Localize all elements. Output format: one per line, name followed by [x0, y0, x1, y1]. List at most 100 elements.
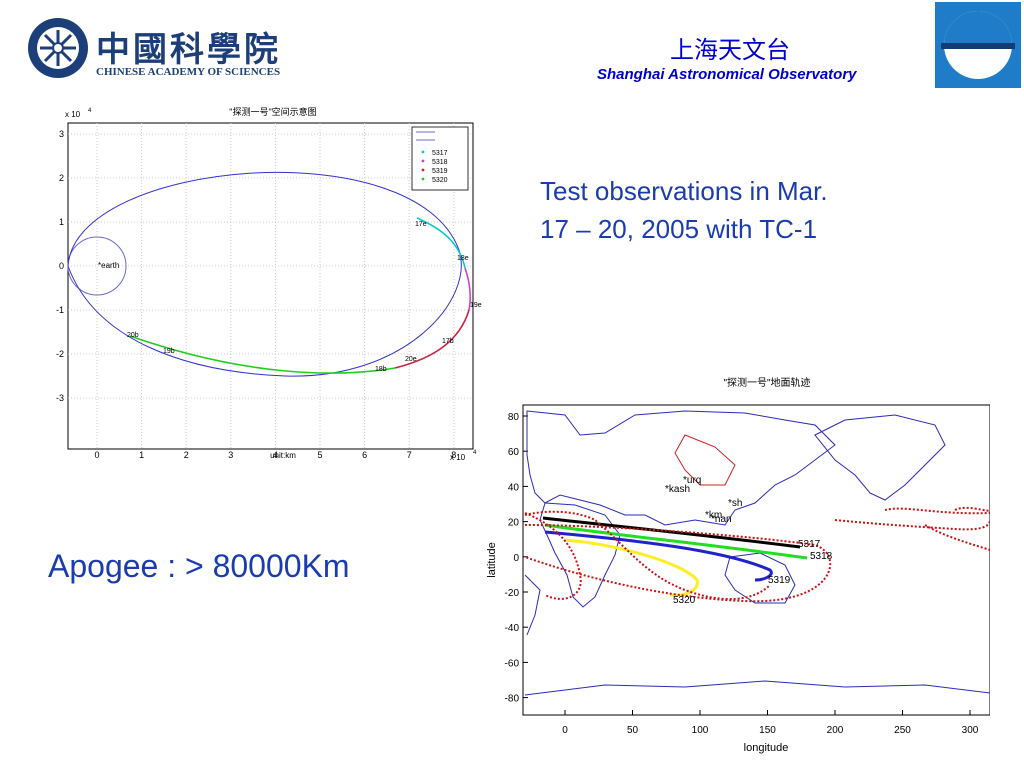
ground-track-map: "探测一号"地面轨迹 0 50 100 150 200 250 300806040200-2… [486, 376, 990, 754]
sao-logo [935, 2, 1021, 88]
legend-marker [421, 150, 425, 154]
orbit-title: "探测一号"空间示意图 [229, 106, 316, 117]
apogee-text: Apogee : > 80000Km [48, 548, 350, 584]
orbit-ytick-label: 1 [59, 217, 64, 227]
track-5319 [544, 530, 773, 582]
legend-item-5317: 5317 [432, 150, 448, 157]
map-xtick-label: 250 [894, 725, 911, 736]
orbit-ytick-label: 3 [59, 129, 64, 139]
cas-name-chinese: 中國科學院 [96, 30, 281, 70]
orbit-xtick-label: 7 [407, 450, 412, 460]
map-ytick-label: -20 [505, 588, 520, 599]
x-exponent: 4 [473, 450, 477, 456]
sao-name-chinese: 上海天文台 [670, 36, 790, 64]
earth-label: *earth [98, 261, 119, 270]
map-ytick-label: 80 [508, 412, 520, 423]
map-ytick-label: 20 [508, 518, 520, 529]
orbit-xlabel: unit:km [270, 451, 296, 460]
map-xlabel: longitude [744, 742, 789, 754]
orbit-xtick-label: 5 [317, 450, 322, 460]
orbit-ytick-label: 0 [59, 261, 64, 271]
track-label-5317: 5317 [798, 539, 821, 550]
orbit-axes-box [67, 122, 474, 450]
continent-antarctica [524, 680, 990, 696]
legend-item-5319: 5319 [432, 168, 448, 175]
orbit-ytick-label: -1 [56, 305, 64, 315]
track-label-5318: 5318 [810, 551, 833, 562]
map-xtick-label: 100 [692, 725, 709, 736]
annotation-20e: 20e [405, 356, 417, 363]
continent-eurasia [526, 410, 836, 526]
continent-australia [724, 552, 796, 604]
annotation-18b: 18b [375, 366, 387, 373]
map-ytick-label: -80 [505, 694, 520, 705]
map-axes-box [522, 404, 990, 716]
map-ytick-label: -60 [505, 658, 520, 669]
orbit-ellipse [67, 171, 462, 377]
track-label-5319: 5319 [768, 575, 791, 586]
map-ytick-label: 0 [513, 553, 519, 564]
station-kash: *kash [665, 484, 690, 495]
test-observations-text: Test observations in Mar. 17 – 20, 2005 … [540, 172, 828, 248]
track-5318 [544, 523, 808, 560]
annotation-19e: 19e [470, 302, 482, 309]
cas-name-english: CHINESE ACADEMY OF SCIENCES [96, 66, 281, 78]
y-exponent: 4 [88, 108, 92, 114]
dotted-tracks [524, 506, 990, 603]
map-ytick-label: 40 [508, 482, 520, 493]
coastlines [524, 410, 990, 696]
orbit-xtick-label: 4 [273, 450, 278, 460]
orbit-arc-5319 [394, 309, 470, 369]
orbit-xtick-label: 3 [228, 450, 233, 460]
orbit-arc-5318 [464, 267, 471, 311]
test-line-1: Test observations in Mar. [540, 176, 828, 206]
annotation-18e: 18e [457, 255, 469, 262]
map-ytick-label: -40 [505, 623, 520, 634]
station-urq: *urq [683, 475, 701, 486]
china-border [674, 434, 736, 486]
orbit-ytick-label: -2 [56, 349, 64, 359]
orbit-xtick-label: 2 [184, 450, 189, 460]
map-xtick-label: 300 [962, 725, 979, 736]
map-xtick-label: 150 [759, 725, 776, 736]
map-xtick-label: 200 [827, 725, 844, 736]
orbit-diagram: "探测一号"空间示意图 x 10 4 0 1 2 3 4 5 6 7 8 3 2 1 0 -1 -2 -3 *… [56, 106, 482, 462]
legend-item-5318: 5318 [432, 159, 448, 166]
orbit-xtick-label: 1 [139, 450, 144, 460]
annotation-19b: 19b [163, 348, 175, 355]
track-label-5320: 5320 [673, 595, 696, 606]
track-5317 [542, 516, 801, 549]
track-5320 [564, 538, 699, 597]
orbit-xtick-label: 8 [451, 450, 456, 460]
orbit-arc-5317 [416, 217, 466, 269]
annotation-20b: 20b [127, 332, 139, 339]
map-xtick-label: 0 [562, 725, 568, 736]
orbit-legend: 5317 5318 5319 5320 [411, 126, 469, 191]
station-nan: *nan [711, 514, 732, 525]
test-line-2: 17 – 20, 2005 with TC-1 [540, 214, 818, 244]
legend-marker [421, 159, 425, 163]
station-km: *km [705, 510, 722, 521]
map-ytick-label: 60 [508, 447, 520, 458]
annotation-17e: 17e [415, 221, 427, 228]
orbit-arc-5320 [129, 335, 396, 374]
cas-logo [28, 18, 88, 78]
annotation-17b: 17b [442, 338, 454, 345]
orbit-xtick-label: 6 [362, 450, 367, 460]
sao-name-english: Shanghai Astronomical Observatory [597, 66, 857, 83]
map-ylabel: latitude [486, 542, 498, 577]
x-multiplier: x 10 [450, 453, 466, 462]
map-xtick-label: 50 [627, 725, 639, 736]
orbit-ytick-label: 2 [59, 173, 64, 183]
y-multiplier: x 10 [65, 110, 81, 119]
continent-south-america-edge [524, 574, 541, 636]
orbit-ytick-label: -3 [56, 393, 64, 403]
station-sh: *sh [728, 498, 742, 509]
continent-north-america [814, 414, 946, 501]
legend-item-5320: 5320 [432, 177, 448, 184]
ground-title: "探测一号"地面轨迹 [723, 376, 810, 389]
legend-marker [421, 168, 425, 172]
legend-marker [421, 177, 425, 181]
orbit-xtick-label: 0 [94, 450, 99, 460]
continent-africa [539, 502, 621, 608]
